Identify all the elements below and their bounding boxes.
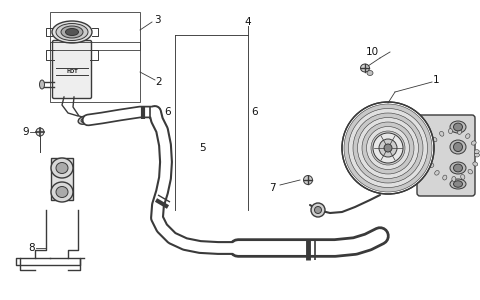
Ellipse shape [454, 142, 463, 152]
Ellipse shape [429, 164, 434, 168]
Ellipse shape [36, 128, 44, 136]
Ellipse shape [61, 26, 83, 38]
Ellipse shape [384, 144, 392, 152]
Text: HOT: HOT [66, 69, 78, 74]
Ellipse shape [362, 122, 414, 174]
Ellipse shape [450, 162, 466, 174]
Ellipse shape [450, 179, 466, 189]
Ellipse shape [475, 153, 480, 157]
Ellipse shape [65, 28, 79, 35]
Ellipse shape [466, 134, 470, 138]
Ellipse shape [450, 121, 466, 133]
Ellipse shape [371, 131, 405, 165]
Text: 7: 7 [269, 183, 276, 193]
Ellipse shape [51, 182, 73, 202]
Ellipse shape [373, 133, 403, 163]
Ellipse shape [474, 150, 479, 154]
Ellipse shape [471, 141, 476, 145]
Ellipse shape [314, 206, 322, 214]
Ellipse shape [450, 140, 466, 154]
Ellipse shape [56, 163, 68, 173]
Ellipse shape [303, 176, 312, 184]
Ellipse shape [56, 23, 88, 40]
Ellipse shape [367, 70, 373, 76]
Text: 6: 6 [165, 107, 171, 117]
Ellipse shape [311, 203, 325, 217]
Ellipse shape [342, 102, 434, 194]
Text: 2: 2 [156, 77, 162, 87]
Ellipse shape [473, 162, 478, 166]
Ellipse shape [52, 21, 92, 43]
Text: 10: 10 [365, 47, 379, 57]
Ellipse shape [468, 169, 472, 174]
Ellipse shape [379, 139, 397, 157]
Ellipse shape [51, 158, 73, 178]
Ellipse shape [440, 131, 444, 136]
Ellipse shape [81, 117, 89, 123]
Bar [51, 158, 73, 200]
Text: 8: 8 [29, 243, 36, 253]
Text: 5: 5 [200, 143, 206, 153]
Ellipse shape [39, 80, 45, 89]
Ellipse shape [454, 164, 463, 172]
Ellipse shape [358, 118, 419, 178]
Ellipse shape [428, 146, 432, 150]
Text: 9: 9 [23, 127, 29, 137]
Text: 4: 4 [245, 17, 252, 27]
Ellipse shape [367, 127, 409, 170]
Text: 6: 6 [252, 107, 258, 117]
FancyBboxPatch shape [52, 40, 92, 98]
Ellipse shape [443, 175, 447, 180]
Ellipse shape [348, 109, 428, 188]
FancyBboxPatch shape [417, 115, 475, 196]
Ellipse shape [454, 181, 463, 187]
Ellipse shape [56, 187, 68, 197]
Ellipse shape [360, 64, 370, 72]
Ellipse shape [427, 155, 432, 159]
Text: 3: 3 [154, 15, 160, 25]
Bar [50, 12, 140, 50]
Ellipse shape [448, 129, 453, 134]
Ellipse shape [435, 170, 439, 175]
Ellipse shape [375, 136, 400, 160]
Text: 1: 1 [432, 75, 439, 85]
Ellipse shape [344, 104, 432, 192]
Ellipse shape [353, 113, 423, 183]
Ellipse shape [454, 123, 463, 131]
Ellipse shape [78, 116, 92, 124]
Ellipse shape [380, 140, 396, 156]
Ellipse shape [432, 137, 437, 142]
Bar [50, 42, 140, 102]
Ellipse shape [457, 130, 462, 134]
Ellipse shape [461, 175, 465, 179]
Ellipse shape [452, 176, 456, 181]
